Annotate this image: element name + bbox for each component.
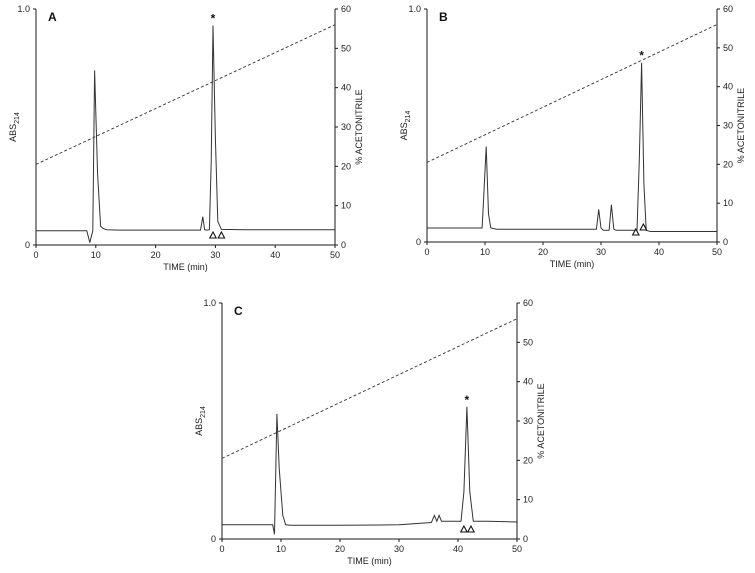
absorbance-trace bbox=[36, 25, 335, 243]
left-y-axis-label: ABS214 bbox=[399, 111, 412, 141]
x-tick-label: 50 bbox=[512, 544, 522, 554]
x-tick-label: 10 bbox=[91, 250, 101, 260]
left-y-tick-label: 1.0 bbox=[203, 298, 216, 308]
left-y-axis-label-subscript: 214 bbox=[200, 406, 207, 418]
x-axis-label: TIME (min) bbox=[163, 262, 208, 272]
right-y-tick-label: 40 bbox=[723, 82, 733, 92]
right-y-tick-label: 30 bbox=[523, 416, 533, 426]
left-y-tick-label: 0 bbox=[211, 534, 216, 544]
panel-letter: B bbox=[439, 10, 448, 24]
absorbance-trace bbox=[427, 62, 717, 232]
x-tick-label: 10 bbox=[480, 247, 490, 257]
fraction-triangle-marker bbox=[459, 524, 469, 533]
right-y-tick-label: 40 bbox=[523, 377, 533, 387]
x-tick-label: 20 bbox=[335, 544, 345, 554]
x-tick-label: 20 bbox=[151, 250, 161, 260]
right-y-tick-label: 20 bbox=[341, 161, 351, 171]
left-y-axis-label-subscript: 214 bbox=[14, 112, 21, 124]
left-y-axis-label-subscript: 214 bbox=[405, 111, 412, 123]
right-y-tick-label: 60 bbox=[341, 4, 351, 14]
x-tick-label: 40 bbox=[453, 544, 463, 554]
x-axis-label: TIME (min) bbox=[347, 556, 392, 566]
fraction-triangle-marker bbox=[631, 227, 640, 236]
left-y-axis-label: ABS214 bbox=[194, 406, 207, 436]
left-y-tick-label: 0 bbox=[416, 237, 421, 247]
x-tick-label: 30 bbox=[596, 247, 606, 257]
peak-star-marker: * bbox=[211, 12, 216, 26]
left-y-axis-label-main: ABS bbox=[399, 122, 409, 140]
x-tick-label: 0 bbox=[424, 247, 429, 257]
x-tick-label: 40 bbox=[270, 250, 280, 260]
right-y-axis-label: % ACETONITRILE bbox=[354, 89, 364, 164]
x-tick-label: 50 bbox=[330, 250, 340, 260]
x-tick-label: 30 bbox=[210, 250, 220, 260]
panel-letter: C bbox=[234, 304, 243, 318]
x-tick-label: 10 bbox=[276, 544, 286, 554]
x-tick-label: 0 bbox=[219, 544, 224, 554]
right-y-tick-label: 40 bbox=[341, 83, 351, 93]
right-y-tick-label: 20 bbox=[523, 455, 533, 465]
left-y-axis-label: ABS214 bbox=[8, 112, 21, 142]
left-y-tick-label: 1.0 bbox=[408, 4, 421, 14]
fraction-triangle-marker bbox=[639, 222, 648, 231]
right-y-tick-label: 30 bbox=[723, 121, 733, 131]
right-y-tick-label: 50 bbox=[723, 43, 733, 53]
right-y-tick-label: 20 bbox=[723, 159, 733, 169]
acetonitrile-gradient-line bbox=[35, 24, 336, 165]
right-y-tick-label: 30 bbox=[341, 122, 351, 132]
left-y-tick-label: 1.0 bbox=[17, 4, 30, 14]
panel-letter: A bbox=[48, 10, 57, 24]
x-tick-label: 40 bbox=[654, 247, 664, 257]
peak-star-marker: * bbox=[639, 49, 644, 63]
right-y-axis-label: % ACETONITRILE bbox=[536, 383, 546, 458]
left-y-tick-label: 0 bbox=[25, 240, 30, 250]
acetonitrile-gradient-line bbox=[221, 318, 518, 459]
right-y-tick-label: 0 bbox=[523, 534, 528, 544]
right-y-tick-label: 0 bbox=[723, 237, 728, 247]
fraction-triangle-marker bbox=[208, 230, 218, 239]
fraction-triangle-marker bbox=[466, 524, 476, 533]
fraction-triangle-marker bbox=[217, 230, 226, 239]
acetonitrile-gradient-line bbox=[426, 24, 718, 163]
right-y-tick-label: 0 bbox=[341, 240, 346, 250]
right-y-tick-label: 50 bbox=[341, 43, 351, 53]
right-y-tick-label: 50 bbox=[523, 337, 533, 347]
right-y-tick-label: 10 bbox=[341, 201, 351, 211]
left-y-axis-label-main: ABS bbox=[194, 418, 204, 436]
peak-star-marker: * bbox=[465, 393, 470, 407]
left-y-axis-label-main: ABS bbox=[8, 124, 18, 142]
right-y-tick-label: 10 bbox=[723, 198, 733, 208]
right-y-tick-label: 10 bbox=[523, 495, 533, 505]
x-tick-label: 0 bbox=[33, 250, 38, 260]
right-y-axis-label: % ACETONITRILE bbox=[736, 88, 746, 163]
x-axis-label: TIME (min) bbox=[550, 259, 595, 269]
x-tick-label: 30 bbox=[394, 544, 404, 554]
absorbance-trace bbox=[222, 406, 518, 535]
right-y-tick-label: 60 bbox=[523, 298, 533, 308]
x-tick-label: 50 bbox=[712, 247, 722, 257]
x-tick-label: 20 bbox=[538, 247, 548, 257]
right-y-tick-label: 60 bbox=[723, 4, 733, 14]
